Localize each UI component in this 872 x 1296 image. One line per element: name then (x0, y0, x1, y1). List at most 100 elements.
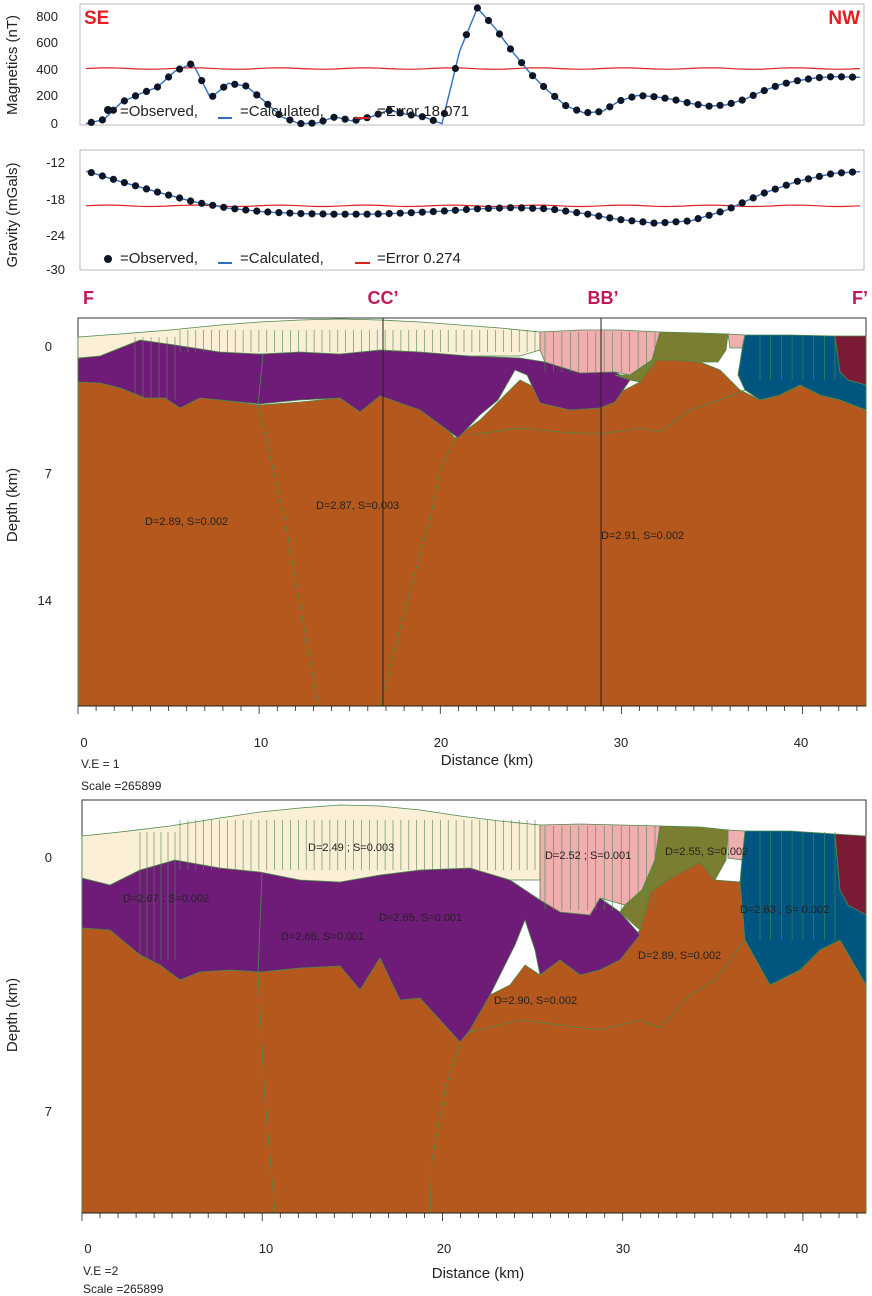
gravity-observed-point-1 (98, 172, 106, 180)
gravity-observed-point-59 (738, 199, 746, 207)
gravity-observed-point-64 (793, 177, 802, 185)
model-2-label-0: D=2.49 ; S=0.003 (308, 842, 394, 854)
magnetics-observed-point-42 (551, 92, 559, 100)
model-1-label-1: D=2.87, S=0.003 (316, 500, 399, 512)
magnetics-observed-point-3 (120, 97, 128, 105)
gravity-observed-point-13 (231, 205, 239, 213)
magnetics-ytick-200: 200 (36, 88, 58, 103)
gravity-observed-point-37 (495, 204, 504, 212)
magnetics-series (85, 4, 861, 128)
model-1-xtick-20: 20 (434, 735, 448, 750)
magnetics-observed-point-0 (87, 118, 95, 126)
magnetics-observed-point-17 (275, 110, 283, 118)
model-1-ve: V.E = 1 (81, 757, 120, 771)
magnetics-observed-point-57 (716, 101, 724, 109)
model-1-label-2: D=2.91, S=0.002 (601, 530, 684, 542)
model-2-ytick-7: 7 (45, 1104, 52, 1119)
magnetics-observed-point-30 (418, 113, 426, 121)
gravity-observed-point-9 (187, 197, 195, 205)
magnetics-observed-point-29 (407, 111, 415, 119)
magnetics-observed-point-69 (848, 73, 857, 81)
magnetics-observed-point-10 (198, 77, 206, 85)
magnetics-ytick-400: 400 (36, 62, 58, 77)
magnetics-observed-point-59 (738, 96, 746, 104)
magnetics-observed-point-34 (462, 31, 470, 39)
gravity-observed-point-30 (418, 208, 426, 216)
model-1-maroon-body (834, 335, 867, 386)
gravity-observed-point-43 (562, 207, 570, 215)
magnetics-ytick-0: 0 (51, 116, 58, 131)
gravity-observed-point-18 (286, 209, 294, 217)
magnetics-observed-point-13 (231, 80, 239, 88)
gravity-observed-point-48 (617, 216, 625, 224)
gravity-observed-point-66 (815, 172, 824, 180)
magnetics-observed-point-26 (374, 110, 382, 118)
gravity-panel: Gravity (mGals) -12 -18 -24 -30 =Observe… (4, 149, 865, 277)
gravity-observed-point-47 (606, 214, 614, 222)
magnetics-observed-point-38 (506, 45, 515, 53)
magnetics-observed-point-35 (473, 4, 481, 12)
model-2-label-7: D=2.89, S=0.002 (638, 950, 721, 962)
model-2-label-3: D=2.67 ; S=0.002 (123, 893, 209, 905)
model-2-boundary-a (257, 871, 276, 1214)
model-2-boundary-c (469, 939, 746, 1033)
gravity-observed-point-50 (639, 218, 647, 226)
gravity-observed-point-54 (683, 217, 691, 225)
gravity-observed-point-3 (120, 179, 128, 187)
gravity-observed-point-65 (804, 175, 813, 183)
model-2-label-8: D=2.90, S=0.002 (494, 995, 577, 1007)
gravity-observed-point-8 (176, 194, 184, 202)
magnetics-observed-point-46 (595, 108, 603, 116)
magnetics-observed-point-53 (672, 96, 680, 104)
gravity-observed-point-55 (694, 215, 702, 223)
gravity-observed-point-6 (153, 188, 162, 196)
corner-label-nw: NW (828, 8, 860, 29)
magnetics-observed-point-61 (760, 87, 768, 95)
model-2-xlabel: Distance (km) (432, 1265, 525, 1282)
model-1-block-lines (134, 330, 836, 400)
magnetics-legend-calculated: =Calculated, (240, 103, 324, 120)
model-1-boundary-a (257, 354, 319, 707)
gravity-observed-point-14 (242, 206, 250, 214)
magnetics-observed-point-22 (330, 113, 338, 121)
magnetics-observed-point-58 (727, 99, 735, 107)
model-2-xaxis (81, 1212, 866, 1221)
gravity-observed-point-23 (341, 210, 349, 218)
model-1-xtick-40: 40 (794, 735, 808, 750)
model-1-xtick-10: 10 (254, 735, 268, 750)
magnetics-error-line (85, 67, 861, 70)
gravity-series (85, 168, 861, 227)
model-1-ylabel: Depth (km) (4, 468, 21, 542)
magnetics-observed-point-18 (286, 116, 294, 124)
gravity-observed-point-10 (198, 199, 206, 207)
gravity-observed-point-11 (209, 201, 217, 209)
gravity-legend-observed: =Observed, (120, 250, 198, 267)
magnetics-observed-point-20 (308, 119, 316, 127)
profile-start-label: F (83, 288, 94, 308)
gravity-observed-point-22 (330, 210, 338, 218)
gravity-observed-point-17 (275, 209, 283, 217)
gravity-observed-point-0 (87, 169, 95, 177)
magnetics-observed-point-47 (606, 103, 614, 111)
gravity-ytick-18: -18 (46, 192, 65, 207)
model-2-ylabel: Depth (km) (4, 978, 21, 1052)
magnetics-observed-point-64 (793, 77, 802, 85)
magnetics-ytick-800: 800 (36, 9, 58, 24)
gravity-observed-point-32 (440, 207, 448, 215)
magnetics-observed-point-63 (782, 79, 790, 87)
gravity-ytick-24: -24 (46, 228, 65, 243)
model-2-upper-layer (81, 804, 541, 886)
gravity-legend-error: =Error 0.274 (377, 250, 461, 267)
magnetics-observed-point-44 (573, 106, 581, 114)
model-2-label-2: D=2.55, S=0.002 (665, 846, 748, 858)
gravity-observed-point-21 (319, 210, 327, 218)
model-2-maroon-body (834, 833, 867, 916)
model-2-xtick-0: 0 (84, 1241, 91, 1256)
gravity-observed-point-60 (749, 194, 757, 202)
corner-label-se: SE (84, 8, 109, 29)
model-1-panel: F F’ CC’ BB’ Depth (km) 0 7 14 0 (4, 288, 868, 793)
model-2-xtick-20: 20 (437, 1241, 451, 1256)
gravity-observed-point-20 (308, 210, 316, 218)
magnetics-observed-point-15 (253, 91, 261, 99)
gravity-observed-point-68 (837, 169, 846, 177)
